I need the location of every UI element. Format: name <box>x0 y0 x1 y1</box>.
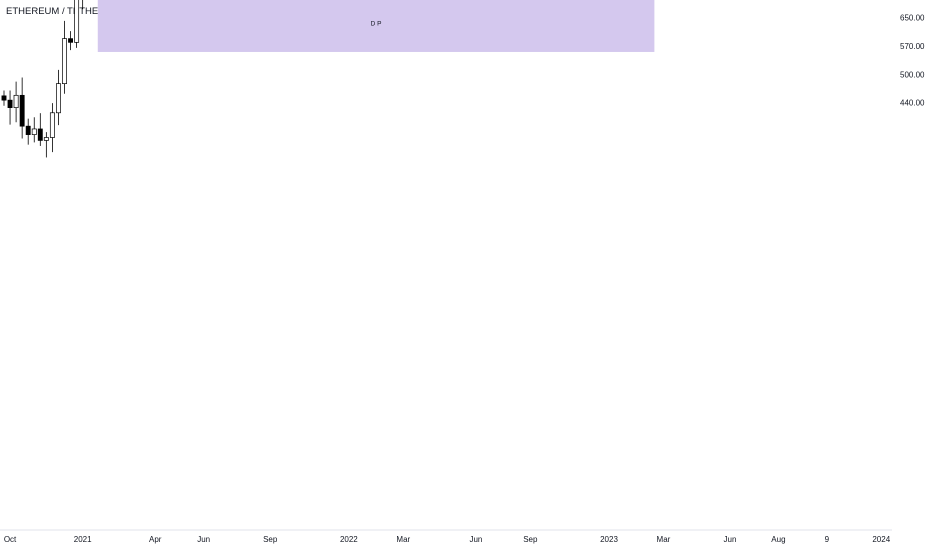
time-tick-label: 2022 <box>340 535 358 544</box>
time-tick-label: Oct <box>4 535 17 544</box>
candle-bull[interactable] <box>43 137 49 141</box>
time-tick-label: Mar <box>396 535 410 544</box>
candle-bull[interactable] <box>62 38 67 84</box>
time-tick-label: 9 <box>825 535 830 544</box>
time-tick-label: Mar <box>657 535 671 544</box>
candle-bear[interactable] <box>25 125 31 135</box>
candle-bear[interactable] <box>68 38 73 43</box>
time-tick-label: Sep <box>523 535 538 544</box>
time-tick-label: Jun <box>469 535 482 544</box>
candle-bear[interactable] <box>7 99 13 108</box>
candle-bull[interactable] <box>74 0 80 43</box>
time-tick-label: Jun <box>724 535 737 544</box>
price-tick-label: 500.00 <box>900 71 925 80</box>
price-axis-panel <box>892 0 932 538</box>
time-tick-label: 2021 <box>74 535 92 544</box>
price-tick-label: 440.00 <box>900 99 925 108</box>
price-tick-label: 570.00 <box>900 42 925 51</box>
candle-bull[interactable] <box>55 83 61 114</box>
candle-bull[interactable] <box>49 112 55 138</box>
candle-bull[interactable] <box>31 128 37 135</box>
time-tick-label: Aug <box>771 535 785 544</box>
time-tick-label: 2024 <box>872 535 890 544</box>
time-tick-label: Jun <box>197 535 210 544</box>
candle-bear[interactable] <box>19 94 25 127</box>
time-tick-label: Apr <box>149 535 162 544</box>
candle-bear[interactable] <box>37 128 43 141</box>
price-tick-label: 650.00 <box>900 13 925 22</box>
candle-bull[interactable] <box>13 94 19 108</box>
demand-zone <box>97 0 655 52</box>
candle-bear[interactable] <box>1 95 7 101</box>
time-tick-label: 2023 <box>600 535 618 544</box>
demand-zone-label: D P <box>371 21 382 28</box>
time-tick-label: Sep <box>263 535 278 544</box>
